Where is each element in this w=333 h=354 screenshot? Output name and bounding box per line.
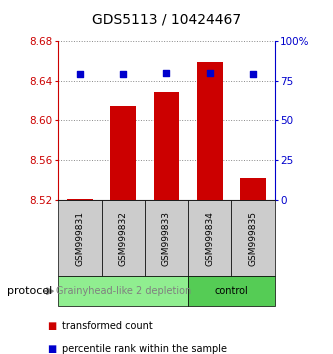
Point	[164, 70, 169, 75]
Bar	[110, 107, 136, 200]
Text: GSM999833: GSM999833	[162, 211, 171, 266]
Text: GSM999834: GSM999834	[205, 211, 214, 266]
Text: Grainyhead-like 2 depletion: Grainyhead-like 2 depletion	[56, 286, 191, 296]
Point	[250, 72, 256, 77]
Point	[121, 72, 126, 77]
Text: protocol: protocol	[7, 286, 52, 296]
Text: GSM999831: GSM999831	[75, 211, 85, 266]
Text: GSM999832: GSM999832	[119, 211, 128, 266]
Text: control: control	[214, 286, 248, 296]
Text: ■: ■	[47, 344, 56, 354]
Bar	[197, 62, 223, 200]
Text: transformed count: transformed count	[62, 321, 153, 331]
Bar	[67, 199, 93, 200]
Bar	[154, 92, 179, 200]
Point	[77, 72, 83, 77]
Text: percentile rank within the sample: percentile rank within the sample	[62, 344, 226, 354]
Point	[207, 70, 212, 75]
Text: GSM999835: GSM999835	[248, 211, 258, 266]
Text: ■: ■	[47, 321, 56, 331]
Text: GDS5113 / 10424467: GDS5113 / 10424467	[92, 12, 241, 27]
Bar	[240, 178, 266, 200]
